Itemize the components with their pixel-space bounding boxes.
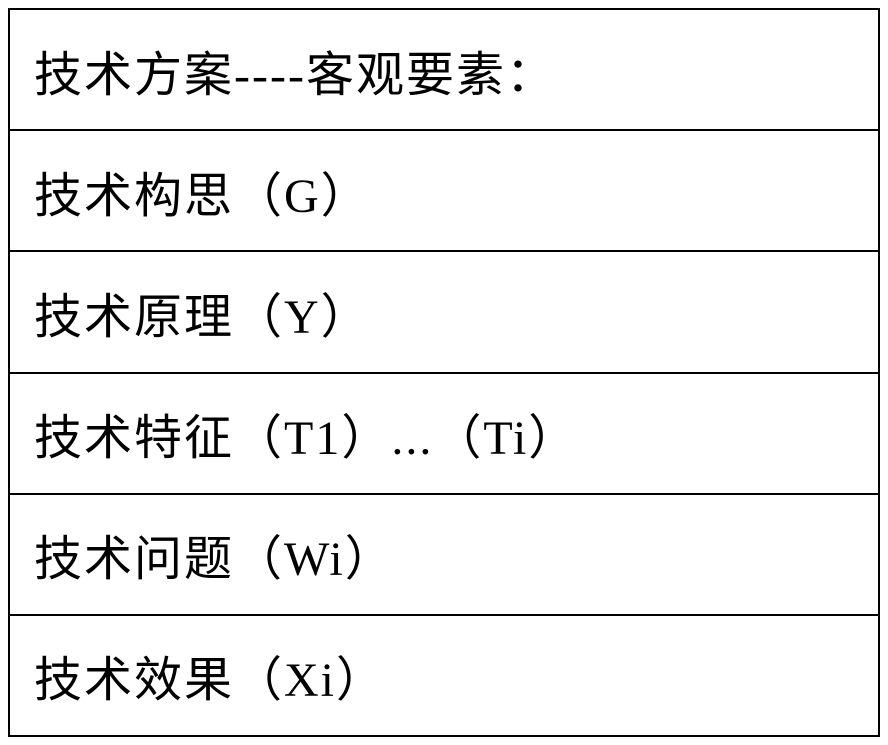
row-text: 技术原理（Y）: [34, 277, 371, 347]
row-text: 技术问题（Wi）: [34, 519, 395, 589]
row-header-text: 技术方案----客观要素：: [34, 35, 556, 105]
table-row: 技术原理（Y）: [10, 252, 878, 373]
technical-elements-table: 技术方案----客观要素： 技术构思（G） 技术原理（Y） 技术特征（T1）..…: [8, 8, 880, 737]
table-row: 技术问题（Wi）: [10, 495, 878, 616]
table-row: 技术构思（G）: [10, 131, 878, 252]
row-text: 技术效果（Xi）: [34, 640, 386, 710]
row-text: 技术特征（T1）...（Ti）: [34, 398, 578, 468]
row-text: 技术构思（G）: [34, 156, 371, 226]
table-row: 技术效果（Xi）: [10, 616, 878, 735]
table-row: 技术特征（T1）...（Ti）: [10, 374, 878, 495]
table-row: 技术方案----客观要素：: [10, 10, 878, 131]
